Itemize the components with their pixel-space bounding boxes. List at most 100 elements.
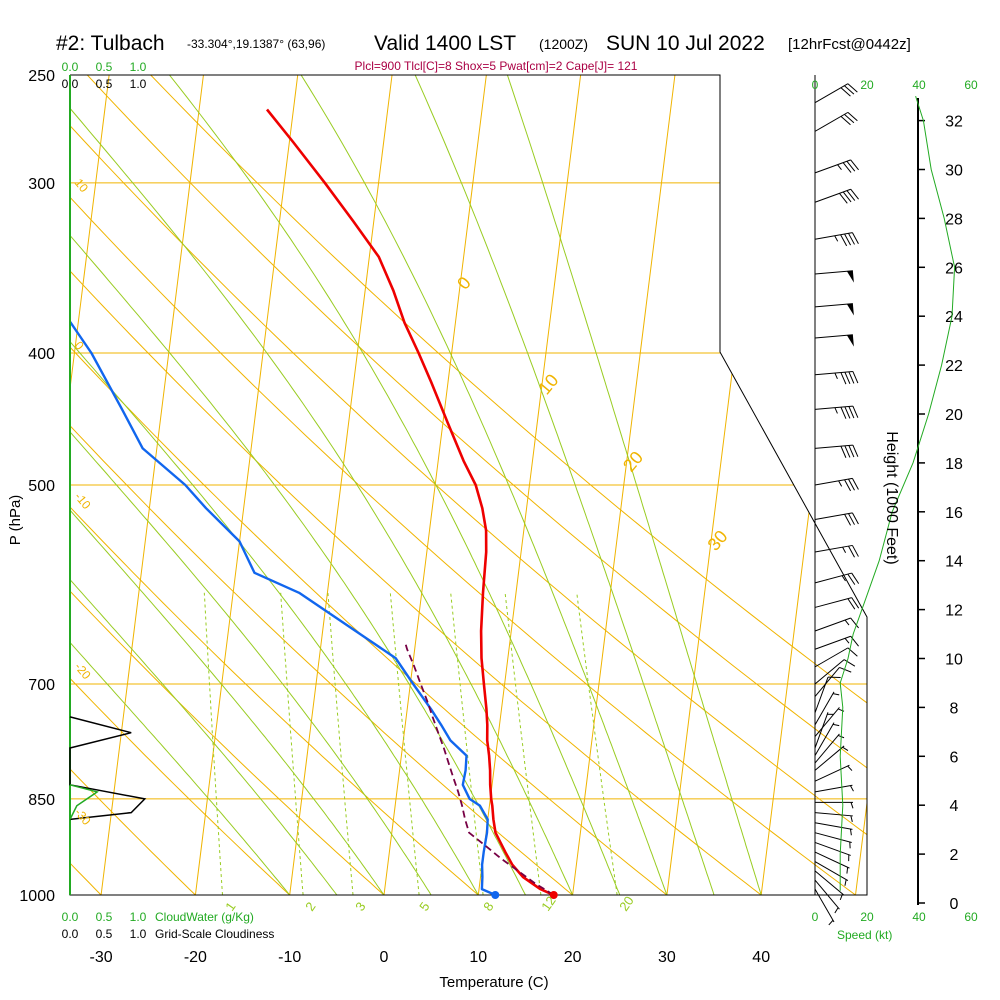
wind-barb-staff xyxy=(814,879,840,910)
wind-barb xyxy=(814,832,852,849)
wind-barb xyxy=(814,512,859,526)
wind-barb-feather xyxy=(851,232,859,244)
wind-barb-feather xyxy=(850,159,859,171)
wind-barb-pennant xyxy=(846,334,854,347)
x-tick-label: 0 xyxy=(380,949,389,966)
wind-barb-feather xyxy=(847,112,858,122)
dry-adiabat-line xyxy=(70,75,867,895)
height-tick-label: 18 xyxy=(945,456,963,473)
valid-time: Valid 1400 LST xyxy=(374,32,516,55)
wind-barb-staff xyxy=(814,512,853,520)
x-tick-label: -10 xyxy=(278,949,301,966)
cloudwater-tick-top: 0.0 xyxy=(62,60,79,74)
wind-barb-feather xyxy=(839,193,848,204)
wind-barb xyxy=(814,784,854,793)
wind-barb-feather xyxy=(843,659,856,667)
wind-barb xyxy=(814,617,859,632)
wind-barb-staff xyxy=(814,784,853,793)
moist-adiabat-line xyxy=(70,75,526,895)
cloudwater-profile xyxy=(69,784,99,820)
dry-adiabat-line xyxy=(70,75,762,895)
height-tick-label: 22 xyxy=(945,358,963,375)
wind-barb-half-feather xyxy=(850,785,854,792)
moist-adiabat-line xyxy=(70,162,338,895)
wind-barb-half-feather xyxy=(841,575,846,582)
height-tick-label: 0 xyxy=(950,896,959,913)
mixing-ratio-line xyxy=(280,592,304,895)
wind-barb-half-feather xyxy=(842,546,847,553)
wind-barb xyxy=(814,232,859,247)
wind-barb-half-feather xyxy=(844,637,850,644)
height-tick-label: 8 xyxy=(950,700,959,717)
mixing-ratio-label: 5 xyxy=(416,899,432,914)
moist-adiabat-line xyxy=(70,220,291,895)
wind-barb-feather xyxy=(848,233,855,245)
wind-barb-half-feather xyxy=(846,867,849,874)
wind-barb-half-feather xyxy=(834,235,839,242)
cloudiness-tick-top: 1.0 xyxy=(130,77,147,91)
wind-barb-feather xyxy=(844,514,852,526)
y-tick-label: 1000 xyxy=(19,888,55,905)
wind-barb-half-feather xyxy=(844,619,850,626)
wind-barb xyxy=(814,722,840,756)
wind-barb xyxy=(814,676,841,714)
wind-barb-half-feather xyxy=(844,879,847,886)
moist-adiabat-line xyxy=(169,75,621,895)
wind-barb-feather xyxy=(851,597,860,609)
height-tick-label: 32 xyxy=(945,114,963,131)
wind-barb-feather xyxy=(852,371,859,384)
wind-barb-staff xyxy=(814,83,849,104)
wind-barb-staff xyxy=(814,334,853,339)
speed-tick-bottom: 0 xyxy=(812,910,819,924)
moist-adiabat-line xyxy=(300,75,668,895)
y-tick-label: 700 xyxy=(28,677,55,694)
moist-adiabat-line xyxy=(70,75,574,895)
mixing-ratio-line xyxy=(327,592,354,895)
wind-barb-staff xyxy=(814,111,849,132)
mixing-ratio-line xyxy=(389,592,420,895)
cloudiness-tick-bottom: 0.0 xyxy=(62,927,79,941)
cloudwater-tick-bottom: 0.0 xyxy=(62,910,79,924)
wind-barb-feather xyxy=(839,666,852,673)
wind-barb-staff xyxy=(814,597,852,608)
wind-barb-half-feather xyxy=(839,893,844,901)
wind-barb-feather xyxy=(840,116,851,126)
isotherm-line xyxy=(70,75,110,895)
wind-barb xyxy=(814,659,856,685)
wind-barb-feather xyxy=(848,406,855,419)
wind-barb-feather xyxy=(848,371,855,384)
wind-barb-feather xyxy=(848,445,855,458)
wind-barb-staff xyxy=(814,841,851,856)
wind-barb-feather xyxy=(848,513,855,525)
wind-barb-staff xyxy=(814,635,851,650)
wind-barb-feather xyxy=(842,162,852,173)
x-tick-label: 20 xyxy=(564,949,582,966)
isotherm-label: 10 xyxy=(534,370,562,398)
wind-barb xyxy=(814,888,835,926)
series-line-parcel xyxy=(404,644,555,895)
y-tick-label: 500 xyxy=(28,478,55,495)
wind-barb-feather xyxy=(840,445,847,458)
wind-barb-feather xyxy=(844,85,855,95)
sounding-params: Plcl=900 Tlcl[C]=8 Shox=5 Pwat[cm]=2 Cap… xyxy=(355,59,638,73)
wind-barb xyxy=(814,444,859,458)
wind-barb xyxy=(814,764,853,782)
wind-barb-half-feather xyxy=(837,164,842,170)
wind-barb-feather xyxy=(842,191,852,203)
wind-barb-staff xyxy=(814,444,853,449)
isotherm-line xyxy=(477,75,582,895)
wind-barb-feather xyxy=(852,405,859,418)
wind-barb-staff xyxy=(814,861,849,881)
isotherm-label: 20 xyxy=(619,447,647,475)
speed-tick-bottom: 60 xyxy=(964,910,978,924)
cloudwater-label: CloudWater (g/Kg) xyxy=(155,910,254,924)
isotherm-line xyxy=(194,75,299,895)
height-tick-label: 14 xyxy=(945,554,963,571)
wind-barb xyxy=(814,334,854,347)
wind-barb-feather xyxy=(848,478,855,491)
wind-barb-staff xyxy=(814,303,853,308)
wind-barb-half-feather xyxy=(842,746,849,751)
x-tick-label: -20 xyxy=(184,949,207,966)
wind-barb-staff xyxy=(814,647,849,668)
mixing-ratio-line xyxy=(450,592,484,895)
